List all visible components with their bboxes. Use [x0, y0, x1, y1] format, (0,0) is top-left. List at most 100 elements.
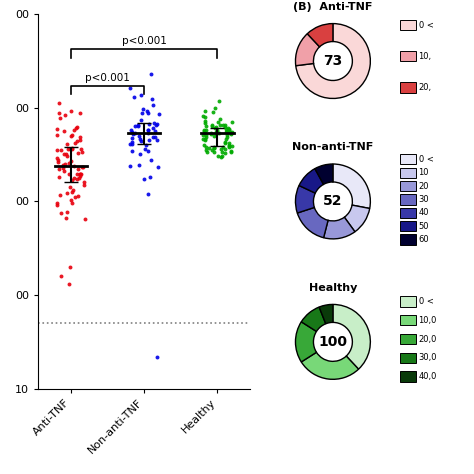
Point — [202, 122, 210, 129]
Point — [200, 128, 208, 135]
Text: 73: 73 — [323, 54, 343, 68]
Point — [216, 121, 224, 128]
Point — [81, 178, 88, 185]
Point — [57, 272, 65, 280]
Point — [224, 127, 232, 135]
Point — [60, 167, 67, 175]
Point — [201, 136, 209, 143]
Point — [73, 137, 81, 145]
Point — [76, 136, 84, 144]
Point — [207, 130, 215, 137]
Point — [69, 176, 76, 184]
Bar — [401, 20, 416, 30]
Point — [202, 146, 210, 154]
Point — [202, 133, 210, 141]
Point — [69, 146, 76, 153]
Text: 30: 30 — [419, 195, 429, 204]
Point — [65, 159, 73, 167]
Point — [68, 196, 75, 204]
Point — [66, 145, 74, 152]
Point — [68, 131, 76, 138]
Wedge shape — [296, 24, 370, 99]
Point — [76, 173, 84, 180]
Point — [54, 146, 61, 154]
Text: p<0.001: p<0.001 — [85, 73, 130, 83]
Point — [54, 158, 61, 165]
Point — [65, 171, 73, 178]
Point — [127, 126, 135, 134]
Text: 50: 50 — [419, 222, 429, 231]
Point — [221, 139, 228, 147]
Point — [211, 104, 219, 111]
Text: 60: 60 — [419, 235, 429, 244]
Point — [68, 188, 75, 196]
Text: p<0.001: p<0.001 — [122, 36, 166, 46]
Point — [148, 156, 155, 164]
Point — [144, 109, 152, 117]
Point — [61, 111, 68, 118]
Point — [55, 165, 62, 173]
Point — [226, 143, 233, 151]
Point — [208, 122, 216, 129]
Point — [134, 122, 142, 130]
Point — [201, 120, 209, 128]
Text: 40: 40 — [419, 208, 429, 217]
Point — [144, 126, 152, 134]
Point — [137, 150, 144, 157]
Point — [54, 125, 61, 133]
Wedge shape — [295, 322, 317, 362]
Point — [225, 126, 233, 134]
Point — [79, 163, 87, 171]
Point — [221, 145, 228, 153]
Point — [153, 136, 161, 144]
Point — [71, 174, 78, 182]
Point — [227, 128, 234, 136]
Point — [199, 135, 207, 143]
Point — [76, 109, 84, 117]
Point — [73, 124, 81, 131]
Point — [66, 183, 73, 191]
Bar — [401, 371, 416, 382]
Point — [214, 118, 222, 126]
Point — [63, 214, 70, 222]
Title: Healthy: Healthy — [309, 283, 357, 293]
Point — [201, 117, 209, 125]
Point — [206, 144, 213, 151]
Point — [228, 128, 236, 136]
Point — [68, 145, 75, 152]
Point — [63, 190, 71, 197]
Wedge shape — [301, 307, 326, 331]
Point — [55, 173, 63, 181]
Point — [73, 170, 81, 177]
Point — [60, 162, 67, 169]
Bar — [401, 82, 416, 93]
Point — [53, 131, 61, 138]
Point — [63, 153, 71, 160]
Point — [226, 139, 233, 146]
Point — [201, 113, 209, 121]
Point — [226, 142, 233, 150]
Point — [213, 123, 220, 130]
Point — [201, 137, 209, 144]
Text: 0 <: 0 < — [419, 297, 433, 306]
Bar — [401, 167, 416, 178]
Point — [147, 70, 155, 78]
Point — [148, 95, 156, 103]
Title: Non-anti-TNF: Non-anti-TNF — [292, 143, 374, 153]
Point — [53, 201, 61, 209]
Point — [222, 126, 230, 133]
Text: 30,0: 30,0 — [419, 353, 437, 362]
Point — [65, 281, 73, 288]
Point — [144, 190, 151, 198]
Point — [155, 110, 162, 118]
Point — [59, 164, 66, 172]
Point — [217, 145, 225, 153]
Point — [74, 165, 82, 173]
Point — [215, 97, 223, 104]
Bar — [401, 154, 416, 164]
Point — [219, 143, 227, 150]
Point — [225, 142, 233, 149]
Point — [219, 121, 227, 129]
Text: 100: 100 — [319, 335, 347, 349]
Bar — [401, 235, 416, 245]
